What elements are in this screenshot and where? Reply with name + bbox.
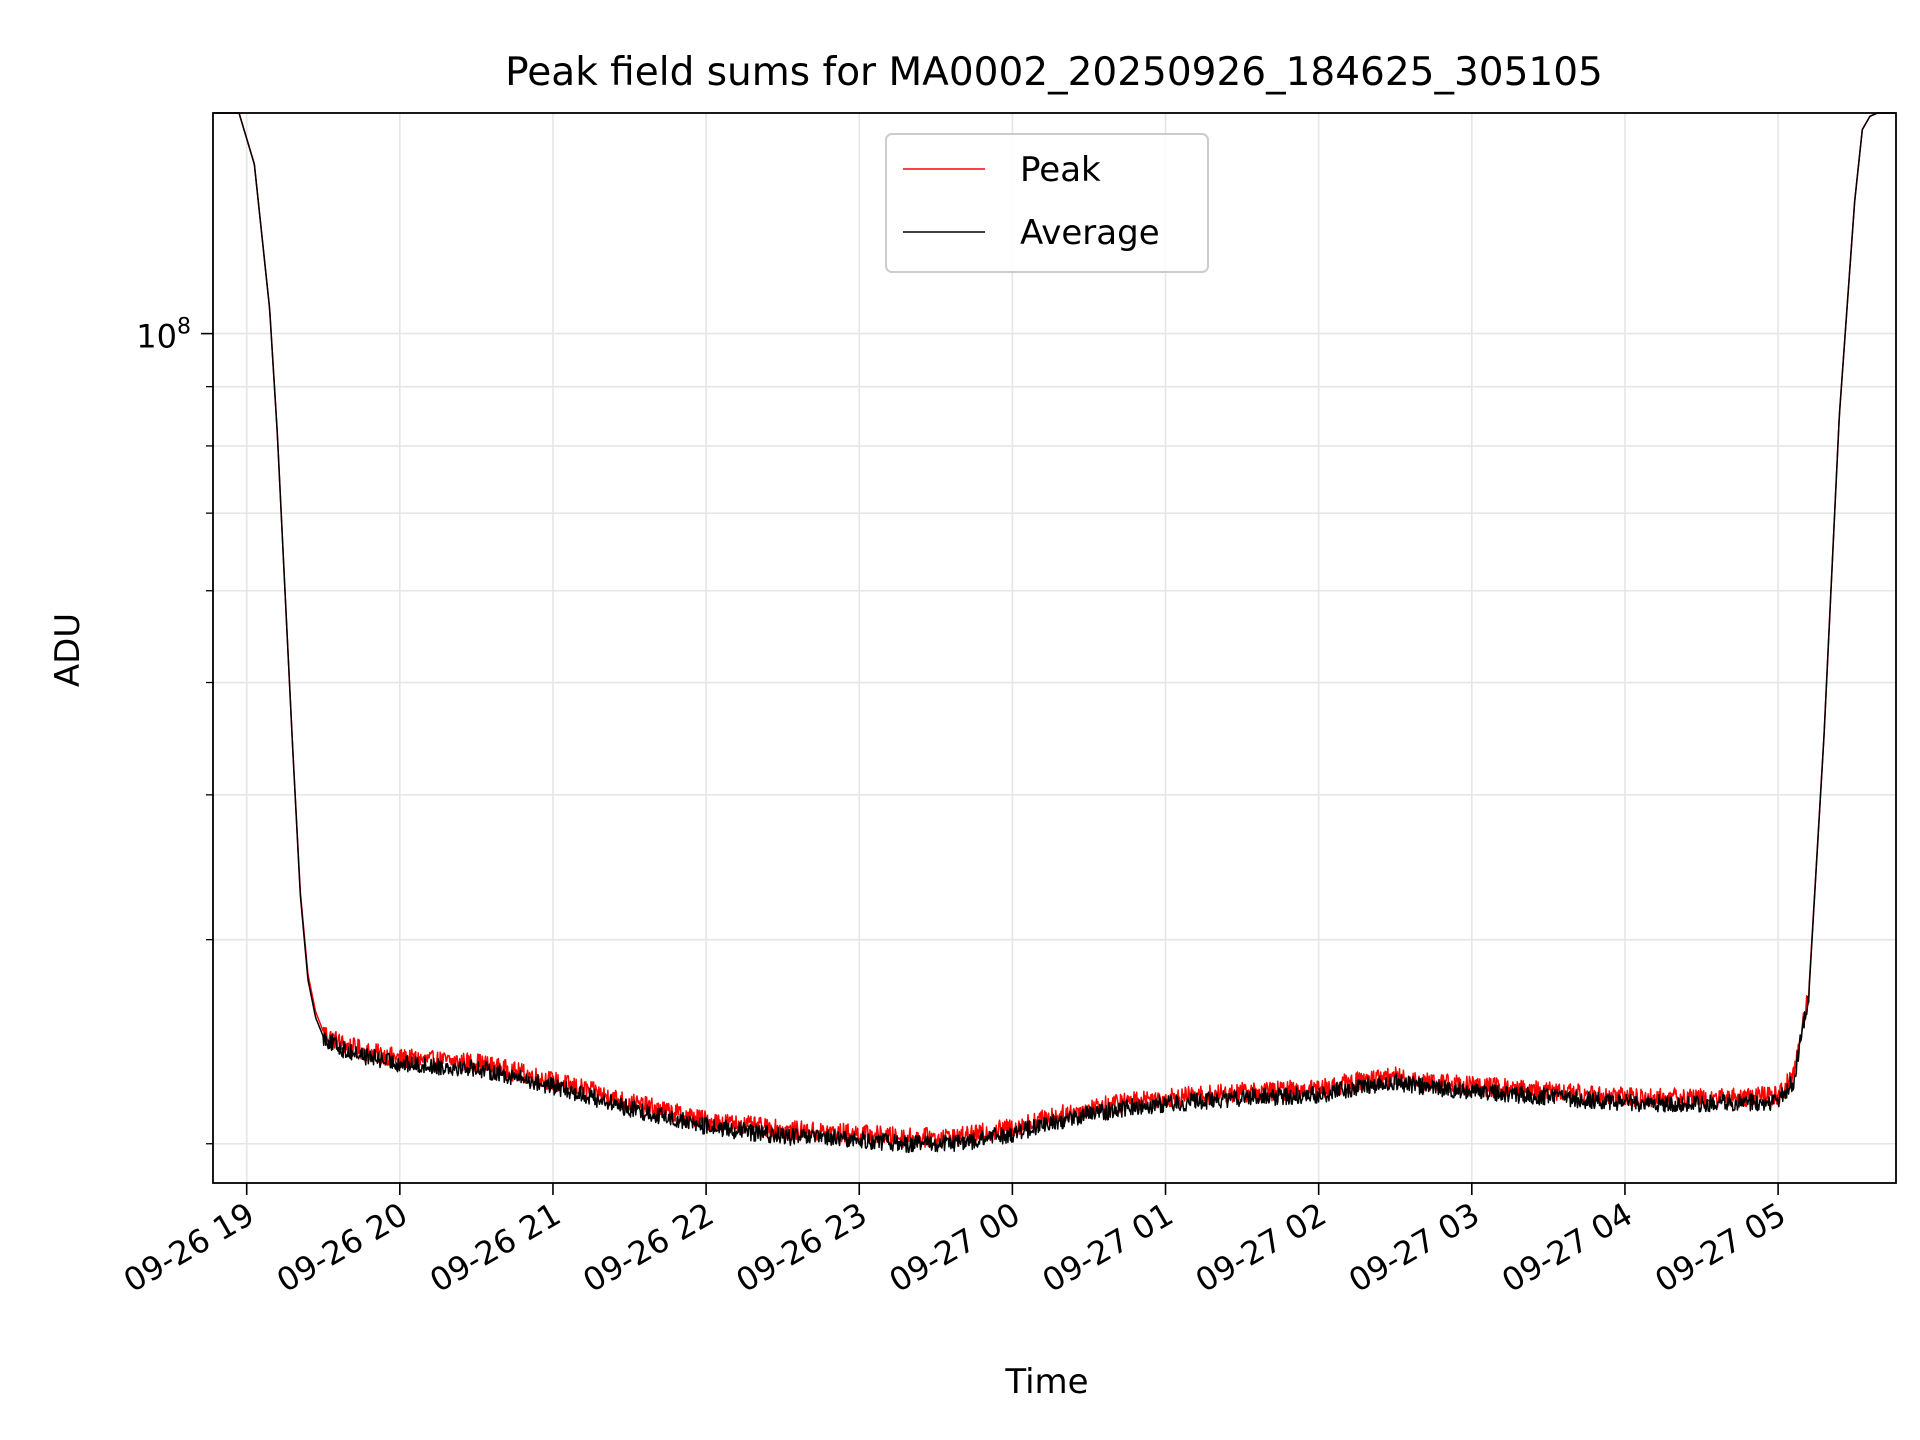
plot-frame: [212, 112, 1897, 1184]
series-line-peak: [212, 112, 1897, 1148]
legend-average-label: Average: [1020, 213, 1160, 253]
legend-peak-label: Peak: [1020, 150, 1101, 190]
y-tick-label: 108: [136, 315, 191, 356]
y-axis-label: ADU: [48, 613, 88, 687]
series-line-average: [212, 112, 1897, 1154]
grid-layer: [213, 113, 1896, 1183]
legend: Peak Average: [885, 133, 1209, 273]
series-layer: [212, 112, 1897, 1154]
x-axis-label: Time: [1004, 1362, 1088, 1402]
chart-title: Peak field sums for MA0002_20250926_1846…: [505, 50, 1603, 95]
